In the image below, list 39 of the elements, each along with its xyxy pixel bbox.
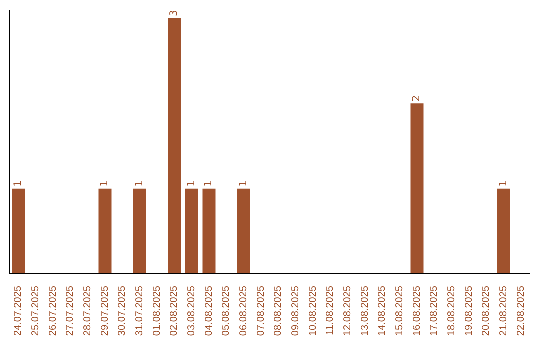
x-tick-label: 19.08.2025 <box>464 286 475 336</box>
x-tick-label: 08.08.2025 <box>273 286 284 336</box>
x-tick-label: 22.08.2025 <box>516 286 527 336</box>
x-tick-label: 02.08.2025 <box>169 286 180 336</box>
x-tick-label: 17.08.2025 <box>429 286 440 336</box>
x-tick-label: 18.08.2025 <box>446 286 458 336</box>
data-label: 1 <box>498 180 510 187</box>
x-tick-label: 11.08.2025 <box>325 286 336 336</box>
x-tick-label: 21.08.2025 <box>498 286 510 336</box>
x-tick-label: 30.07.2025 <box>117 286 128 336</box>
x-tick-label: 10.08.2025 <box>308 286 319 336</box>
x-tick-label: 20.08.2025 <box>481 286 492 336</box>
x-tick-label: 01.08.2025 <box>152 286 163 336</box>
x-tick-label: 03.08.2025 <box>186 286 198 336</box>
x-tick-label: 14.08.2025 <box>377 286 388 336</box>
x-tick-label: 04.08.2025 <box>204 286 215 336</box>
data-label: 3 <box>169 10 180 17</box>
data-label: 1 <box>238 180 250 187</box>
x-tick-label: 25.07.2025 <box>30 286 42 336</box>
data-label: 1 <box>134 180 146 187</box>
x-tick-label: 29.07.2025 <box>100 286 111 336</box>
x-tick-label: 16.08.2025 <box>412 286 423 336</box>
x-tick-label: 31.07.2025 <box>134 286 146 336</box>
x-tick-label: 07.08.2025 <box>256 286 267 336</box>
x-tick-label: 13.08.2025 <box>360 286 371 336</box>
data-label: 1 <box>186 180 198 187</box>
data-label: 2 <box>412 95 423 102</box>
data-label: 1 <box>100 180 111 187</box>
x-tick-label: 09.08.2025 <box>290 286 302 336</box>
data-label: 1 <box>13 180 24 187</box>
x-tick-label: 24.07.2025 <box>13 286 24 336</box>
x-tick-label: 15.08.2025 <box>394 286 406 336</box>
x-tick-label: 05.08.2025 <box>221 286 232 336</box>
x-tick-label: 06.08.2025 <box>238 286 250 336</box>
x-tick-label: 27.07.2025 <box>65 286 76 336</box>
x-tick-label: 26.07.2025 <box>48 286 59 336</box>
x-tick-label: 28.07.2025 <box>82 286 94 336</box>
x-tick-label: 12.08.2025 <box>342 286 354 336</box>
data-label: 1 <box>204 180 215 187</box>
